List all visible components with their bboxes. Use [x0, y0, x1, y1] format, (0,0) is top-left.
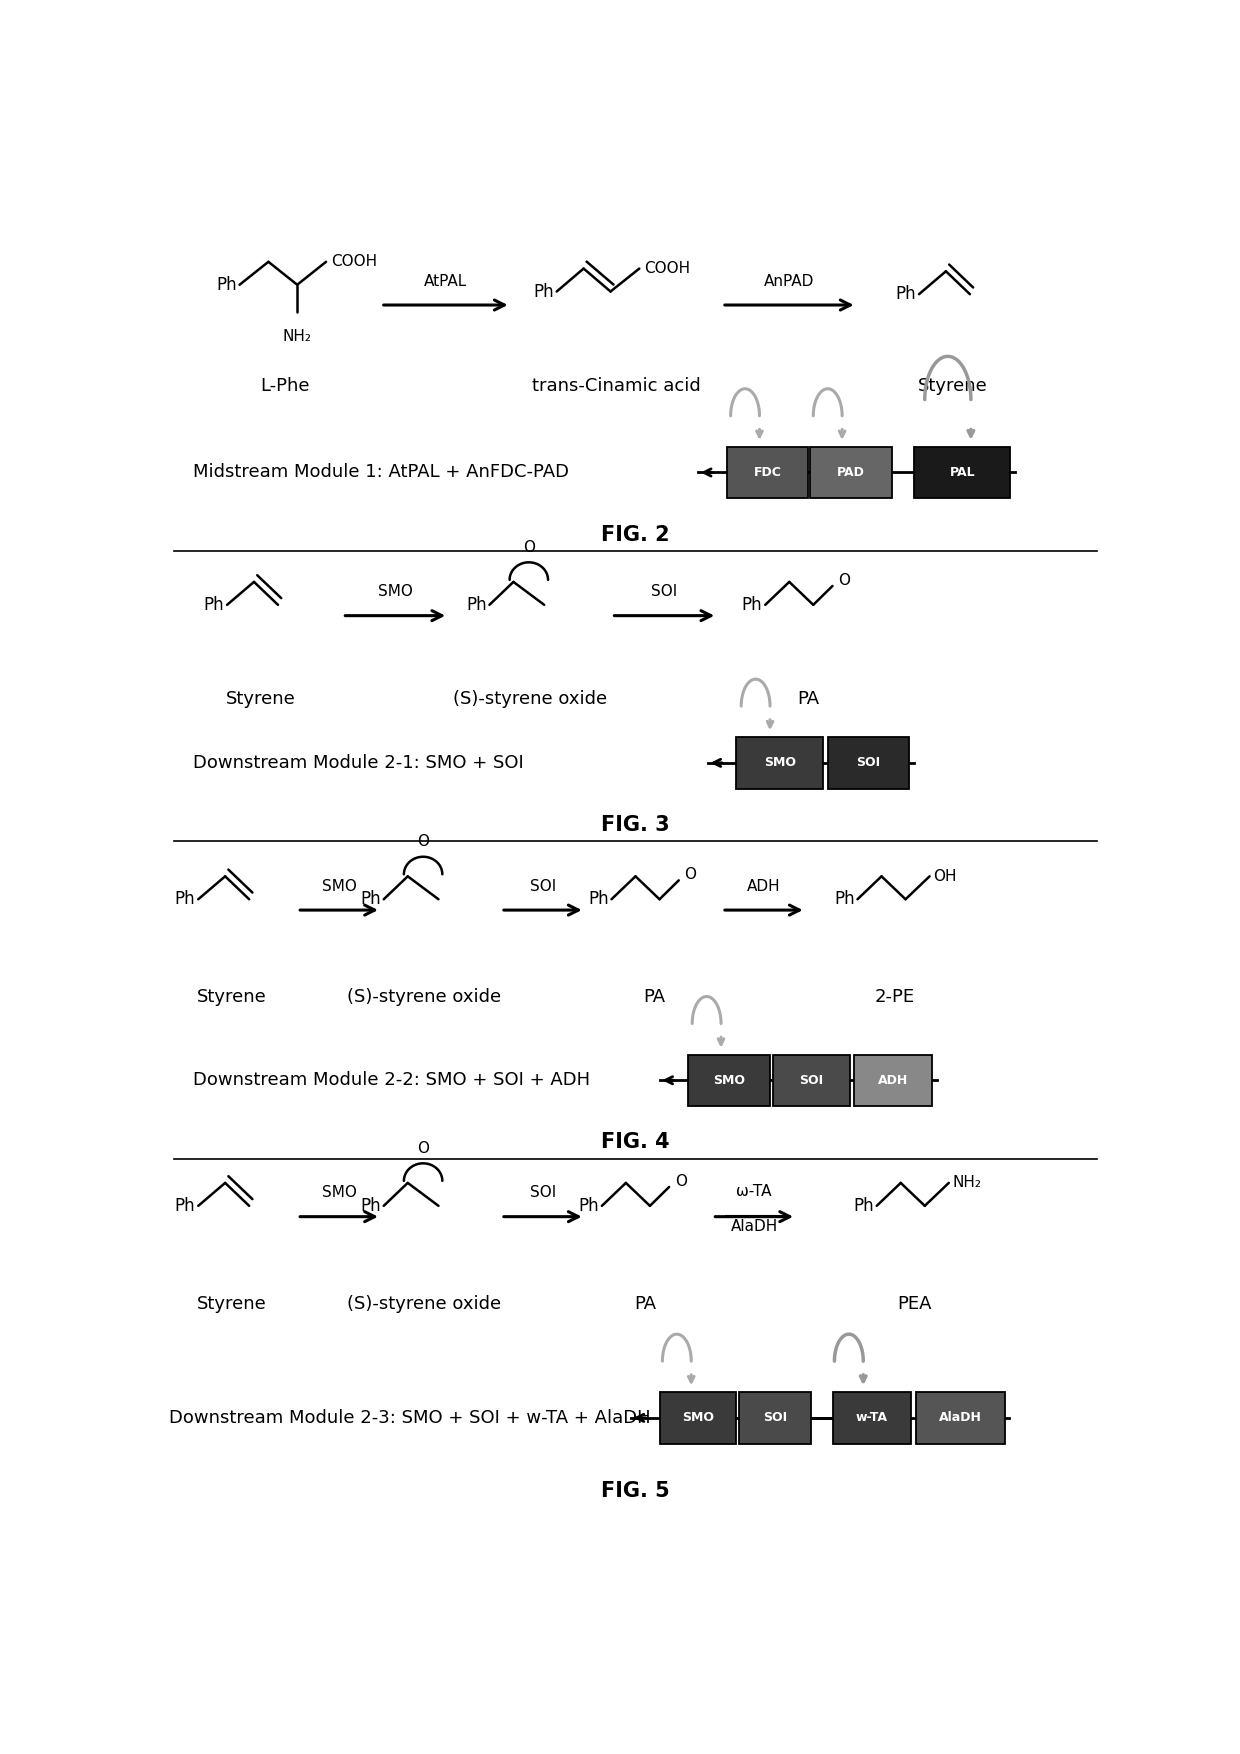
Text: Styrene: Styrene	[226, 691, 295, 709]
Text: AtPAL: AtPAL	[424, 274, 467, 289]
Text: PA: PA	[634, 1296, 656, 1314]
Text: AlaDH: AlaDH	[730, 1219, 777, 1235]
Text: PEA: PEA	[897, 1296, 931, 1314]
Text: Ph: Ph	[216, 275, 237, 293]
Text: SOI: SOI	[800, 1073, 823, 1087]
Text: Styrene: Styrene	[197, 988, 267, 1005]
FancyBboxPatch shape	[914, 447, 1011, 498]
Text: (S)-styrene oxide: (S)-styrene oxide	[347, 1296, 501, 1314]
Text: O: O	[684, 868, 697, 882]
Text: trans-Cinamic acid: trans-Cinamic acid	[532, 377, 701, 395]
Text: NH₂: NH₂	[952, 1175, 982, 1191]
Text: Ph: Ph	[895, 286, 916, 303]
FancyBboxPatch shape	[739, 1393, 811, 1444]
FancyBboxPatch shape	[688, 1054, 770, 1107]
Text: Ph: Ph	[533, 282, 554, 300]
FancyBboxPatch shape	[832, 1393, 911, 1444]
Text: Ph: Ph	[466, 596, 486, 614]
Text: SOI: SOI	[857, 756, 880, 770]
Text: AlaDH: AlaDH	[939, 1412, 982, 1424]
Text: FIG. 3: FIG. 3	[601, 816, 670, 835]
Text: Ph: Ph	[175, 1196, 196, 1216]
Text: Ph: Ph	[588, 891, 609, 909]
Text: O: O	[838, 574, 851, 588]
Text: NH₂: NH₂	[283, 330, 311, 344]
FancyBboxPatch shape	[916, 1393, 1004, 1444]
FancyBboxPatch shape	[660, 1393, 737, 1444]
Text: OH: OH	[934, 868, 957, 884]
Text: Ph: Ph	[835, 891, 854, 909]
Text: PA: PA	[644, 988, 666, 1005]
Text: Downstream Module 2-2: SMO + SOI + ADH: Downstream Module 2-2: SMO + SOI + ADH	[193, 1072, 590, 1089]
Text: ω-TA: ω-TA	[737, 1184, 773, 1200]
Text: SOI: SOI	[764, 1412, 787, 1424]
Text: O: O	[417, 835, 429, 849]
Text: SMO: SMO	[321, 1186, 356, 1200]
FancyBboxPatch shape	[828, 737, 909, 789]
FancyBboxPatch shape	[727, 447, 808, 498]
Text: (S)-styrene oxide: (S)-styrene oxide	[453, 691, 606, 709]
FancyBboxPatch shape	[773, 1054, 849, 1107]
Text: SOI: SOI	[651, 584, 677, 600]
Text: O: O	[675, 1173, 687, 1189]
Text: Ph: Ph	[175, 891, 196, 909]
Text: Downstream Module 2-1: SMO + SOI: Downstream Module 2-1: SMO + SOI	[193, 754, 525, 772]
Text: Downstream Module 2-3: SMO + SOI + w-TA + AlaDH: Downstream Module 2-3: SMO + SOI + w-TA …	[170, 1408, 651, 1428]
Text: SMO: SMO	[713, 1073, 745, 1087]
FancyBboxPatch shape	[811, 447, 892, 498]
Text: PA: PA	[797, 691, 820, 709]
Text: PAD: PAD	[837, 467, 866, 479]
Text: PAL: PAL	[950, 467, 975, 479]
Text: COOH: COOH	[331, 254, 377, 270]
Text: Ph: Ph	[360, 1196, 381, 1216]
Text: SMO: SMO	[682, 1412, 714, 1424]
Text: SOI: SOI	[529, 879, 556, 895]
Text: L-Phe: L-Phe	[260, 377, 310, 395]
Text: ADH: ADH	[746, 879, 781, 895]
FancyBboxPatch shape	[853, 1054, 932, 1107]
Text: Ph: Ph	[742, 596, 763, 614]
Text: FIG. 2: FIG. 2	[601, 524, 670, 545]
Text: O: O	[417, 1140, 429, 1156]
Text: SMO: SMO	[764, 756, 796, 770]
Text: Ph: Ph	[203, 596, 224, 614]
Text: FIG. 4: FIG. 4	[601, 1133, 670, 1152]
Text: FIG. 5: FIG. 5	[601, 1480, 670, 1501]
Text: AnPAD: AnPAD	[764, 274, 815, 289]
Text: O: O	[523, 540, 534, 554]
Text: Midstream Module 1: AtPAL + AnFDC-PAD: Midstream Module 1: AtPAL + AnFDC-PAD	[193, 463, 569, 482]
Text: Styrene: Styrene	[197, 1296, 267, 1314]
Text: Ph: Ph	[853, 1196, 874, 1216]
Text: SMO: SMO	[321, 879, 356, 895]
Text: COOH: COOH	[644, 261, 691, 275]
Text: (S)-styrene oxide: (S)-styrene oxide	[347, 988, 501, 1005]
Text: SOI: SOI	[529, 1186, 556, 1200]
Text: ADH: ADH	[878, 1073, 908, 1087]
Text: FDC: FDC	[754, 467, 781, 479]
FancyBboxPatch shape	[737, 737, 823, 789]
Text: SMO: SMO	[378, 584, 413, 600]
Text: Ph: Ph	[360, 891, 381, 909]
Text: w-TA: w-TA	[856, 1412, 888, 1424]
Text: 2-PE: 2-PE	[875, 988, 915, 1005]
Text: Ph: Ph	[578, 1196, 599, 1216]
Text: Styrene: Styrene	[918, 377, 987, 395]
